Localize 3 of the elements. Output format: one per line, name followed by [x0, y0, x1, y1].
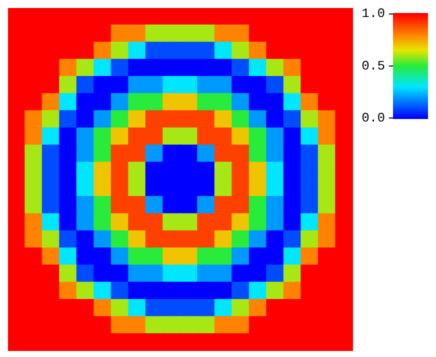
- color-bar-label: 1.0: [362, 6, 385, 22]
- color-bar-label: 0.5: [362, 58, 385, 74]
- color-bar-label: 0.0: [362, 110, 385, 126]
